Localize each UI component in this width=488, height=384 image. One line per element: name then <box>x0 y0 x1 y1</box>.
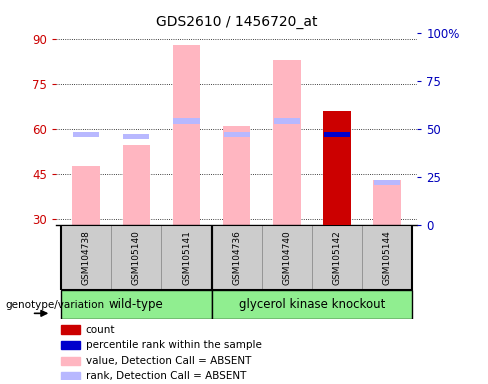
Bar <box>224 132 250 137</box>
Bar <box>324 132 350 137</box>
Bar <box>262 225 312 290</box>
Bar <box>274 118 300 124</box>
Text: GSM105142: GSM105142 <box>332 230 342 285</box>
Bar <box>373 180 401 225</box>
Bar <box>61 225 212 290</box>
Bar <box>73 132 100 137</box>
Bar <box>273 60 301 225</box>
Bar <box>61 325 80 334</box>
Bar <box>61 290 212 319</box>
Bar <box>323 111 351 225</box>
Text: value, Detection Call = ABSENT: value, Detection Call = ABSENT <box>86 356 251 366</box>
Bar <box>323 111 351 225</box>
Bar <box>212 290 412 319</box>
Bar <box>123 134 149 139</box>
Bar <box>111 225 162 290</box>
Bar <box>72 166 100 225</box>
Bar <box>374 180 400 185</box>
Bar <box>61 225 111 290</box>
Bar <box>312 225 362 290</box>
Bar <box>212 225 412 290</box>
Bar <box>212 225 262 290</box>
Text: rank, Detection Call = ABSENT: rank, Detection Call = ABSENT <box>86 371 246 381</box>
Text: GSM105144: GSM105144 <box>383 230 392 285</box>
Text: count: count <box>86 324 115 334</box>
Text: GSM104738: GSM104738 <box>81 230 91 285</box>
Bar <box>61 357 80 365</box>
Bar <box>162 225 212 290</box>
Bar <box>223 126 250 225</box>
Bar <box>122 145 150 225</box>
Bar <box>173 45 200 225</box>
Text: GSM105141: GSM105141 <box>182 230 191 285</box>
Text: GSM105140: GSM105140 <box>132 230 141 285</box>
Title: GDS2610 / 1456720_at: GDS2610 / 1456720_at <box>156 15 317 29</box>
Text: wild-type: wild-type <box>109 298 164 311</box>
Text: glycerol kinase knockout: glycerol kinase knockout <box>239 298 385 311</box>
Bar <box>61 372 80 381</box>
Text: GSM104740: GSM104740 <box>283 230 291 285</box>
Bar <box>61 341 80 349</box>
Bar <box>324 132 350 137</box>
Bar <box>173 118 200 124</box>
Bar <box>362 225 412 290</box>
Text: GSM104736: GSM104736 <box>232 230 241 285</box>
Text: percentile rank within the sample: percentile rank within the sample <box>86 340 262 350</box>
Text: genotype/variation: genotype/variation <box>5 300 104 310</box>
